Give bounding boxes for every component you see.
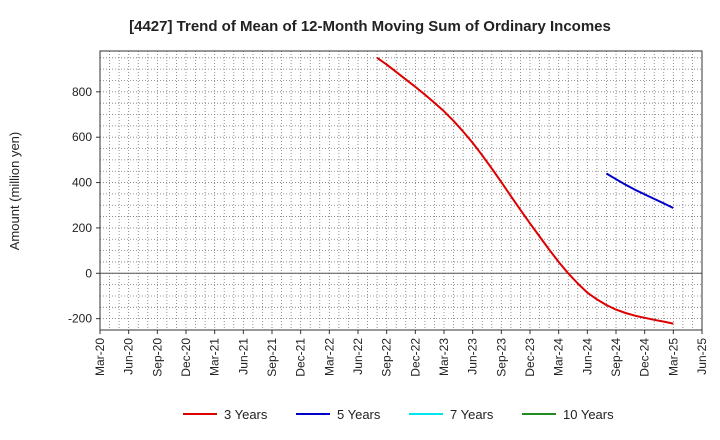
series-line-5-years [605,172,674,209]
x-tick-label: Sep-21 [265,338,279,377]
legend-label: 7 Years [450,407,494,422]
x-tick-label: Mar-21 [208,338,222,376]
x-tick-label: Jun-22 [351,338,365,375]
x-tick-label: Mar-24 [552,338,566,376]
x-tick-label: Sep-20 [150,338,164,377]
x-tick-label: Dec-22 [408,338,422,377]
y-tick-label: 800 [72,85,92,99]
x-tick-label: Jun-20 [122,338,136,375]
y-tick-label: 400 [72,176,92,190]
x-tick-label: Sep-22 [380,338,394,377]
legend-label: 5 Years [337,407,381,422]
y-tick-label: -200 [68,312,92,326]
x-tick-label: Mar-25 [666,338,680,376]
grid [100,51,702,330]
series-line-3-years [376,56,674,325]
x-tick-label: Dec-23 [523,338,537,377]
x-tick-label: Dec-20 [179,338,193,377]
x-tick-label: Jun-24 [580,338,594,375]
x-tick-label: Sep-24 [609,338,623,377]
x-ticks: Mar-20 Jun-20 Sep-20 Dec-20 Mar-21 Jun-21 Sep-… [93,330,709,377]
legend: 3 Years 5 Years 7 Years 10 Years [183,407,614,422]
x-tick-label: Dec-21 [294,338,308,377]
x-tick-label: Dec-24 [638,338,652,377]
y-tick-label: 600 [72,130,92,144]
y-ticks: -200 0 200 400 600 800 [68,85,100,326]
x-tick-label: Mar-22 [322,338,336,376]
x-tick-label: Sep-23 [494,338,508,377]
x-tick-label: Jun-25 [695,338,709,375]
y-tick-label: 200 [72,221,92,235]
x-tick-label: Mar-20 [93,338,107,376]
x-tick-label: Jun-21 [236,338,250,375]
series-lines [376,56,674,325]
x-tick-label: Mar-23 [437,338,451,376]
chart-title: [4427] Trend of Mean of 12-Month Moving … [129,18,611,35]
x-tick-label: Jun-23 [466,338,480,375]
legend-label: 10 Years [563,407,614,422]
y-tick-label: 0 [85,266,92,280]
y-axis-label: Amount (million yen) [7,132,22,251]
legend-label: 3 Years [224,407,268,422]
plot-area [99,50,703,331]
